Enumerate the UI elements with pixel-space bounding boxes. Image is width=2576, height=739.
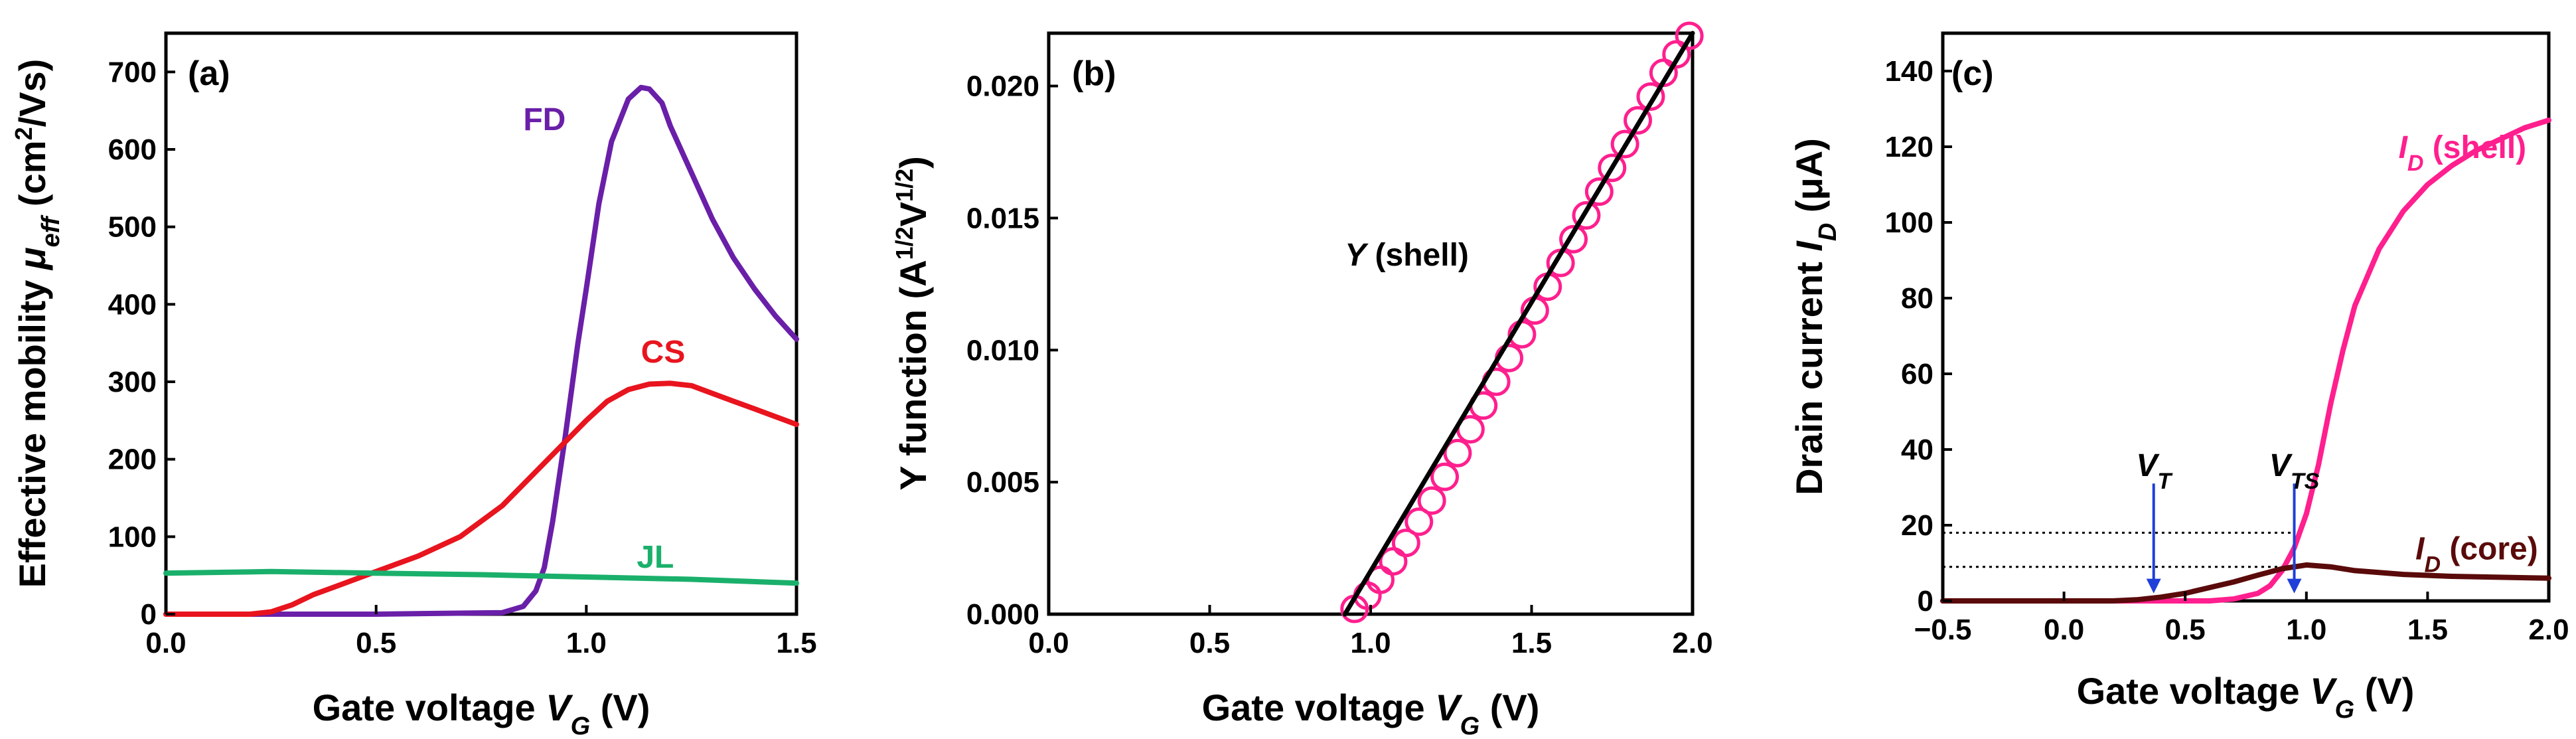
panel-label: (c) [1951,54,1994,93]
reference-lines [1943,531,2307,568]
y-tick-label: 100 [108,521,157,553]
series-group [163,84,799,617]
x-tick-label: 0.5 [1189,627,1230,659]
data-point-y-shell-data [1572,201,1601,230]
y-tick-label: 0.005 [966,466,1039,499]
panel-a-mobility: FD CS JL 0.0 0.5 1.0 1.5 0 100 200 300 400 500 600 7… [10,31,817,739]
series-line-fd [163,84,799,617]
y-tick-label: 140 [1885,55,1933,88]
x-tick-label: 1.5 [1511,627,1552,659]
x-tick-label: 0.0 [145,627,186,659]
series-label: CS [641,335,686,370]
series-annotations: FD CS JL [523,102,685,575]
series-line-i-d-core [1940,562,2551,604]
y-axis-title: Y function (A1/2V1/2) [891,156,935,490]
panel-label: (b) [1072,54,1116,93]
x-tick-label: 1.0 [2286,614,2326,646]
x-axis-title: Gate voltage VG (V) [1202,687,1540,739]
x-axis-ticks: −0.5 0.0 0.5 1.0 1.5 2.0 [1914,592,2569,646]
series-label: FD [523,102,566,137]
data-point-y-shell-data [1417,486,1446,515]
data-point-y-shell-data [1404,507,1434,536]
series-label: Y (shell) [1345,238,1469,273]
marker-arrowhead-v-ts [2287,578,2302,594]
y-tick-label: 400 [108,288,157,321]
x-tick-label: 1.5 [776,627,816,659]
y-tick-label: 600 [108,133,157,166]
y-tick-label: 0.000 [966,598,1039,631]
panel-c-drain-current: VT VTS ID (shell) ID (core) −0.5 0.0 0.5 1.0 1… [1788,31,2569,724]
y-axis-ticks: 0 100 200 300 400 500 600 700 [108,56,175,631]
data-point-y-shell-data [1598,153,1627,183]
marker-arrowhead-v-t [2146,578,2161,594]
data-point-y-shell-data [1636,82,1665,111]
x-tick-label: 1.0 [566,627,607,659]
y-tick-label: 0.010 [966,334,1039,367]
series-line-i-d-shell [1940,118,2551,604]
y-axis-ticks: 0.000 0.005 0.010 0.015 0.020 [966,70,1058,631]
plot-frame [1047,31,1695,616]
y-axis-title: Drain current ID (μA) [1788,138,1842,495]
x-axis-title: Gate voltage VG (V) [2077,670,2415,724]
series-line-y-shell-fit [1342,31,1695,617]
x-tick-label: −0.5 [1914,614,1972,646]
data-point-y-shell-data [1610,129,1639,159]
x-tick-label: 1.0 [1350,627,1391,659]
marker-label-v-t: VT [2136,448,2173,494]
data-point-y-shell-data [1584,177,1614,206]
threshold-markers: VT VTS [2136,448,2320,594]
series-label: ID (core) [2415,531,2538,577]
data-point-y-shell-data [1391,529,1420,558]
series-annotations: ID (shell) ID (core) [2399,130,2538,577]
y-tick-label: 300 [108,366,157,398]
x-tick-label: 0.5 [356,627,396,659]
x-tick-label: 0.0 [1028,627,1069,659]
y-tick-label: 0.015 [966,202,1039,234]
data-point-y-shell-data [1675,21,1704,50]
plot-frame [1941,31,2551,603]
x-tick-label: 2.0 [1672,627,1712,659]
panel-b-y-function: Y (shell) 0.0 0.5 1.0 1.5 2.0 0.000 0.005 0.01… [891,21,1713,739]
panel-label: (a) [188,54,230,93]
series-line-jl [163,568,799,586]
y-axis-title: Effective mobility μeff (cm2/Vs) [10,59,66,588]
series-line-cs [163,380,799,617]
data-point-y-shell-data [1559,224,1588,254]
marker-label-v-ts: VTS [2269,448,2320,494]
y-tick-label: 40 [1901,434,1933,466]
series-group [1940,118,2551,604]
y-tick-label: 0 [141,598,157,631]
y-tick-label: 20 [1901,509,1933,542]
series-label: ID (shell) [2399,130,2527,176]
x-axis-ticks: 0.0 0.5 1.0 1.5 [145,605,817,659]
data-point-y-shell-data [1624,106,1653,135]
x-tick-label: 2.0 [2528,614,2569,646]
y-tick-label: 60 [1901,358,1933,390]
series-group [1340,21,1704,623]
y-tick-label: 80 [1901,282,1933,315]
y-tick-label: 0.020 [966,70,1039,103]
y-tick-label: 500 [108,211,157,244]
y-tick-label: 120 [1885,131,1933,163]
x-tick-label: 1.5 [2407,614,2448,646]
y-tick-label: 100 [1885,206,1933,239]
x-axis-ticks: 0.0 0.5 1.0 1.5 2.0 [1028,605,1713,659]
y-axis-ticks: 0 20 40 60 80 100 120 140 [1885,55,1952,617]
series-label: JL [637,540,674,575]
x-tick-label: 0.0 [2044,614,2084,646]
series-annotations: Y (shell) [1345,238,1469,273]
data-point-y-shell-data [1443,438,1472,467]
x-axis-title: Gate voltage VG (V) [313,687,650,739]
y-tick-label: 700 [108,56,157,88]
data-point-y-shell-data [1430,462,1460,491]
plot-frame [164,31,798,616]
y-tick-label: 200 [108,444,157,476]
x-tick-label: 0.5 [2165,614,2206,646]
y-tick-label: 0 [1918,585,1933,617]
